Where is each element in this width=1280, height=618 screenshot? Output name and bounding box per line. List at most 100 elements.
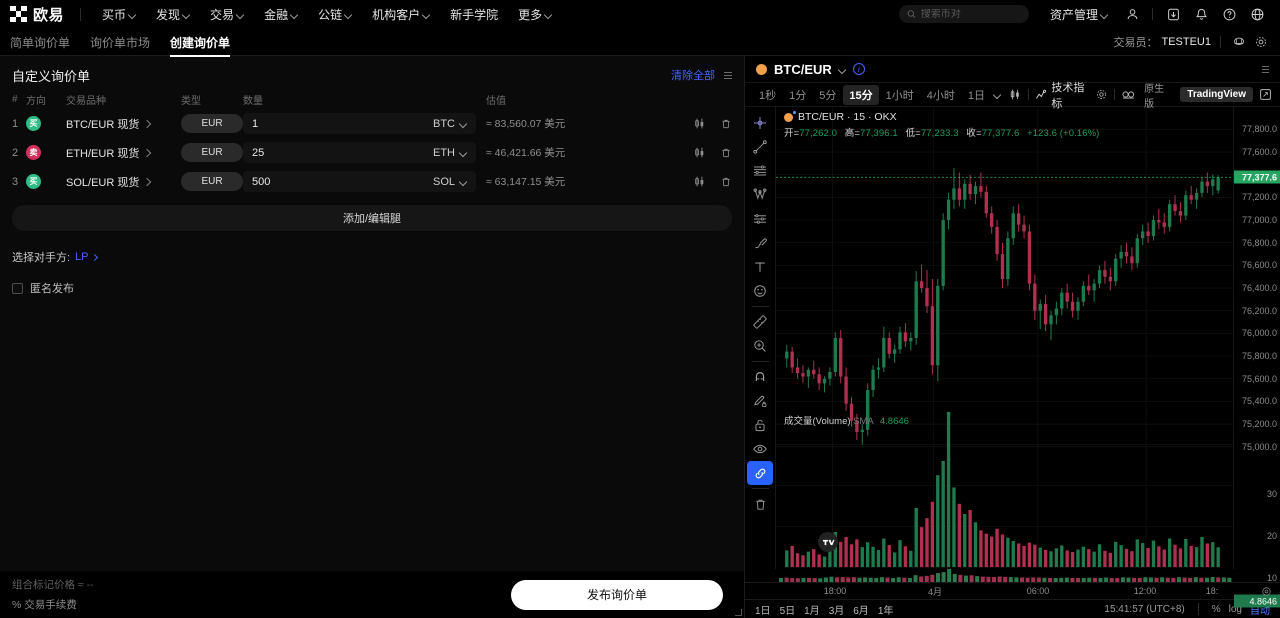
quantity-unit-selector[interactable]: BTC xyxy=(433,118,467,130)
add-edit-leg-button[interactable]: 添加/编辑腿 xyxy=(12,205,732,231)
emoji-icon[interactable] xyxy=(747,279,773,303)
brush-icon[interactable] xyxy=(747,231,773,255)
trash-icon[interactable] xyxy=(747,492,773,516)
chart-settings-icon[interactable] xyxy=(1095,88,1108,101)
patterns-icon[interactable] xyxy=(747,207,773,231)
checkbox-icon[interactable] xyxy=(12,282,23,294)
range-1y[interactable]: 1年 xyxy=(877,605,894,617)
range-5d[interactable]: 5日 xyxy=(779,605,796,617)
chart-type-icon[interactable] xyxy=(1008,88,1022,101)
drag-handle-icon[interactable] xyxy=(724,71,732,79)
nav-item-academy[interactable]: 新手学院 xyxy=(441,2,507,27)
download-icon[interactable] xyxy=(1160,1,1186,27)
row-type-pill[interactable]: EUR xyxy=(181,114,243,133)
quantity-input[interactable] xyxy=(252,146,427,159)
version-native-button[interactable]: 原生版 xyxy=(1144,83,1165,110)
timeframe-15m[interactable]: 15分 xyxy=(843,84,879,105)
gear-icon[interactable] xyxy=(1252,33,1270,51)
nav-item-public-chain[interactable]: 公链 xyxy=(309,2,361,27)
timeframe-1s[interactable]: 1秒 xyxy=(759,89,777,102)
percent-scale-button[interactable]: % xyxy=(1211,603,1221,615)
magnet-icon[interactable] xyxy=(747,365,773,389)
delete-icon[interactable] xyxy=(720,147,732,159)
quantity-field[interactable]: SOL xyxy=(243,171,476,192)
timeframe-1m[interactable]: 1分 xyxy=(789,89,807,102)
nav-item-finance[interactable]: 金融 xyxy=(255,2,307,27)
candlestick-icon[interactable] xyxy=(693,146,706,159)
chevron-down-icon[interactable] xyxy=(839,66,846,73)
clear-all-button[interactable]: 清除全部 xyxy=(671,70,715,82)
pencil-lock-icon[interactable] xyxy=(747,389,773,413)
link-icon[interactable] xyxy=(747,461,773,485)
eye-icon[interactable] xyxy=(747,437,773,461)
horizontal-lines-icon[interactable] xyxy=(747,159,773,183)
row-side[interactable]: 买 xyxy=(26,116,66,131)
pitchfork-icon[interactable] xyxy=(747,183,773,207)
row-side[interactable]: 卖 xyxy=(26,145,66,160)
row-symbol-selector[interactable]: SOL/EUR 现货 xyxy=(66,174,181,190)
indicators-button[interactable]: 技术指标 xyxy=(1035,79,1094,111)
quantity-input[interactable] xyxy=(252,175,427,188)
publish-rfq-button[interactable]: 发布询价单 xyxy=(511,579,723,610)
timezone-settings-icon[interactable] xyxy=(1261,586,1272,597)
quantity-unit-selector[interactable]: ETH xyxy=(433,147,467,159)
chevron-down-icon[interactable] xyxy=(994,91,1001,98)
row-side[interactable]: 买 xyxy=(26,174,66,189)
help-icon[interactable] xyxy=(1216,1,1242,27)
range-1m[interactable]: 1月 xyxy=(804,605,820,617)
nav-item-trade[interactable]: 交易 xyxy=(201,2,253,27)
nav-item-institutional[interactable]: 机构客户 xyxy=(363,2,439,27)
panel-menu-icon[interactable] xyxy=(1262,65,1269,73)
timeframe-1h[interactable]: 1小时 xyxy=(885,89,914,102)
info-icon[interactable]: i xyxy=(852,63,865,75)
version-tradingview-button[interactable]: TradingView xyxy=(1180,87,1253,102)
price-axis[interactable]: 77,800.0 77,600.0 77,200.0 77,000.0 76,800.0… xyxy=(1233,107,1280,608)
range-3m[interactable]: 3月 xyxy=(828,605,845,617)
timeframe-4h[interactable]: 4小时 xyxy=(926,89,955,102)
user-icon[interactable] xyxy=(1119,1,1145,27)
quantity-input[interactable] xyxy=(252,117,427,130)
crosshair-icon[interactable] xyxy=(747,111,773,135)
row-symbol-selector[interactable]: ETH/EUR 现货 xyxy=(66,145,181,161)
quantity-field[interactable]: ETH xyxy=(243,142,476,163)
nav-item-asset-management[interactable]: 资产管理 xyxy=(1041,2,1117,27)
text-icon[interactable] xyxy=(747,255,773,279)
range-6m[interactable]: 6月 xyxy=(853,605,869,617)
quantity-unit-selector[interactable]: SOL xyxy=(433,176,467,188)
candlestick-icon[interactable] xyxy=(693,117,706,130)
nav-item-discover[interactable]: 发现 xyxy=(147,2,199,27)
fullscreen-icon[interactable] xyxy=(1259,88,1272,101)
counterparty-value[interactable]: LP xyxy=(75,251,98,263)
trendline-icon[interactable] xyxy=(747,135,773,159)
okx-logo[interactable]: 欧易 xyxy=(10,4,64,25)
resize-handle[interactable] xyxy=(735,609,742,616)
compare-icon[interactable] xyxy=(1121,88,1136,101)
bell-icon[interactable] xyxy=(1188,1,1214,27)
row-type-pill[interactable]: EUR xyxy=(181,143,243,162)
log-scale-button[interactable]: log xyxy=(1228,603,1242,615)
anonymous-publish-checkbox[interactable]: 匿名发布 xyxy=(12,280,732,296)
delete-icon[interactable] xyxy=(720,176,732,188)
ruler-icon[interactable] xyxy=(747,310,773,334)
tab-rfq-market[interactable]: 询价单市场 xyxy=(90,35,151,50)
timeframe-5m[interactable]: 5分 xyxy=(819,89,837,102)
zoom-icon[interactable] xyxy=(747,334,773,358)
tab-create-rfq[interactable]: 创建询价单 xyxy=(170,27,231,57)
lock-icon[interactable] xyxy=(747,413,773,437)
search-input[interactable] xyxy=(920,8,1021,20)
search-box[interactable] xyxy=(898,5,1029,23)
timeframe-1d[interactable]: 1日 xyxy=(967,89,985,102)
row-type-pill[interactable]: EUR xyxy=(181,172,243,191)
row-symbol-selector[interactable]: BTC/EUR 现货 xyxy=(66,116,181,132)
range-1d[interactable]: 1日 xyxy=(755,605,771,617)
tab-simple-rfq[interactable]: 简单询价单 xyxy=(10,35,71,50)
auto-scale-button[interactable]: 自动 xyxy=(1250,605,1270,617)
time-axis[interactable]: 18:00 4月 06:00 12:00 18: xyxy=(745,582,1280,599)
quantity-field[interactable]: BTC xyxy=(243,113,476,134)
delete-icon[interactable] xyxy=(720,118,732,130)
chart-mini-navigator[interactable] xyxy=(745,569,1280,582)
chart-plot-area[interactable]: BTC/EUR · 15 · OKX 开=77,262.0 高=77,396.1… xyxy=(776,107,1233,569)
globe-icon[interactable] xyxy=(1244,1,1270,27)
nav-item-buy-crypto[interactable]: 买币 xyxy=(93,2,145,27)
theme-icon[interactable] xyxy=(1230,33,1248,51)
